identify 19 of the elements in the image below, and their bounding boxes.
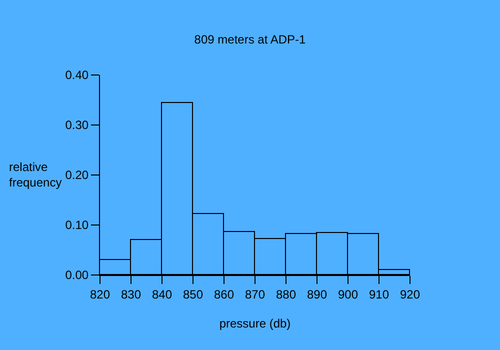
chart-title: 809 meters at ADP-1 [194,32,306,46]
x-tick-label: 840 [152,287,172,302]
x-axis-title: pressure (db) [219,316,291,330]
x-tick-label: 900 [338,287,358,302]
y-tick-label: 0.10 [65,218,89,232]
x-tick-label: 870 [244,287,266,302]
x-tick-label: 820 [90,287,110,302]
x-tick-label: 920 [400,287,420,302]
x-tick-label: 880 [276,287,296,302]
y-axis-title: relative frequency [9,160,62,190]
y-tick-label: 0.30 [65,118,89,132]
y-tick-label: 0.00 [65,268,89,282]
x-tick-label: 860 [214,287,234,302]
y-tick-label: 0.20 [65,168,89,182]
x-tick-label: 830 [120,287,142,302]
y-tick-label: 0.40 [65,68,89,82]
x-tick-label: 910 [368,287,390,302]
x-tick-label: 890 [306,287,328,302]
x-tick-label: 850 [182,287,204,302]
